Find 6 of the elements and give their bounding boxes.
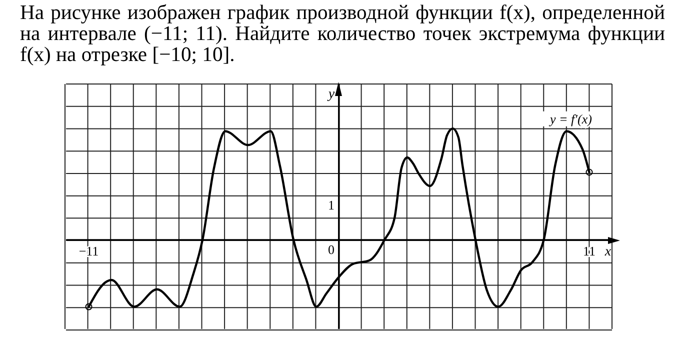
series-label: y = f′(x) xyxy=(548,111,592,126)
y-tick-label: 1 xyxy=(328,197,334,212)
chart-title: На рисунке изображен график производной функции f(x), определенной на интервале (−11; 11). Найдите количество точек экстремума функции f(x) на отрезке [−10; 10]. xyxy=(20,2,665,66)
y-tick-label: 0 xyxy=(328,242,334,257)
x-axis-title: x xyxy=(604,244,612,260)
y-axis-title: y xyxy=(326,87,336,102)
